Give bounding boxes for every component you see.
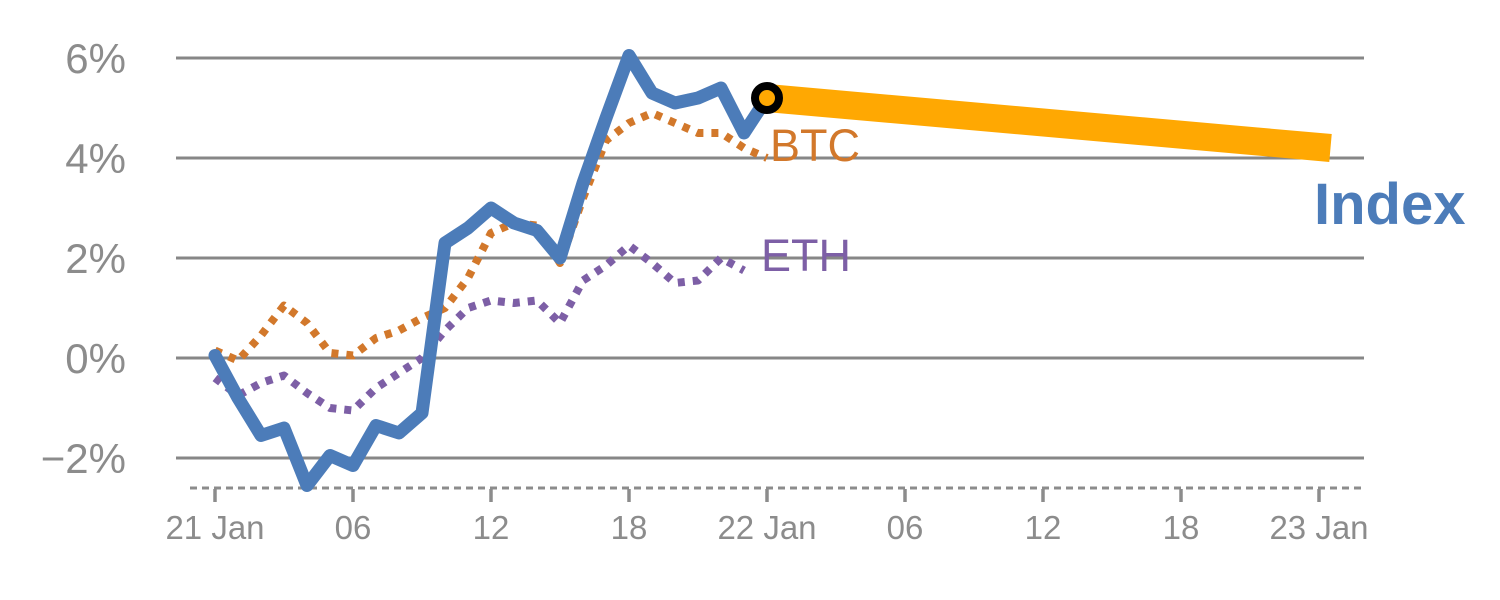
index-series-label: Index bbox=[1314, 172, 1466, 237]
x-axis-tick-label: 21 Jan bbox=[165, 509, 264, 546]
eth-line bbox=[212, 241, 746, 415]
y-axis-tick-label: −2% bbox=[41, 435, 126, 482]
y-axis-tick-label: 0% bbox=[65, 335, 126, 382]
y-axis-tick-label: 4% bbox=[65, 135, 126, 182]
x-axis-tick-label: 12 bbox=[1025, 509, 1062, 546]
x-axis-tick-label: 06 bbox=[335, 509, 372, 546]
x-axis-tick-label: 22 Jan bbox=[717, 509, 816, 546]
eth-series-label: ETH bbox=[761, 230, 851, 281]
index-line bbox=[208, 49, 774, 492]
x-axis-tick-label: 12 bbox=[473, 509, 510, 546]
btc-line bbox=[213, 109, 769, 365]
x-axis-tick-label: 18 bbox=[1163, 509, 1200, 546]
btc-series-label: BTC bbox=[770, 120, 860, 171]
current-point-marker bbox=[751, 82, 783, 114]
y-axis-tick-label: 2% bbox=[65, 235, 126, 282]
x-axis-tick-label: 18 bbox=[611, 509, 648, 546]
x-axis-tick-label: 23 Jan bbox=[1269, 509, 1368, 546]
index-projection-band bbox=[765, 84, 1332, 162]
x-axis-tick-label: 06 bbox=[887, 509, 924, 546]
y-axis-tick-label: 6% bbox=[65, 35, 126, 82]
